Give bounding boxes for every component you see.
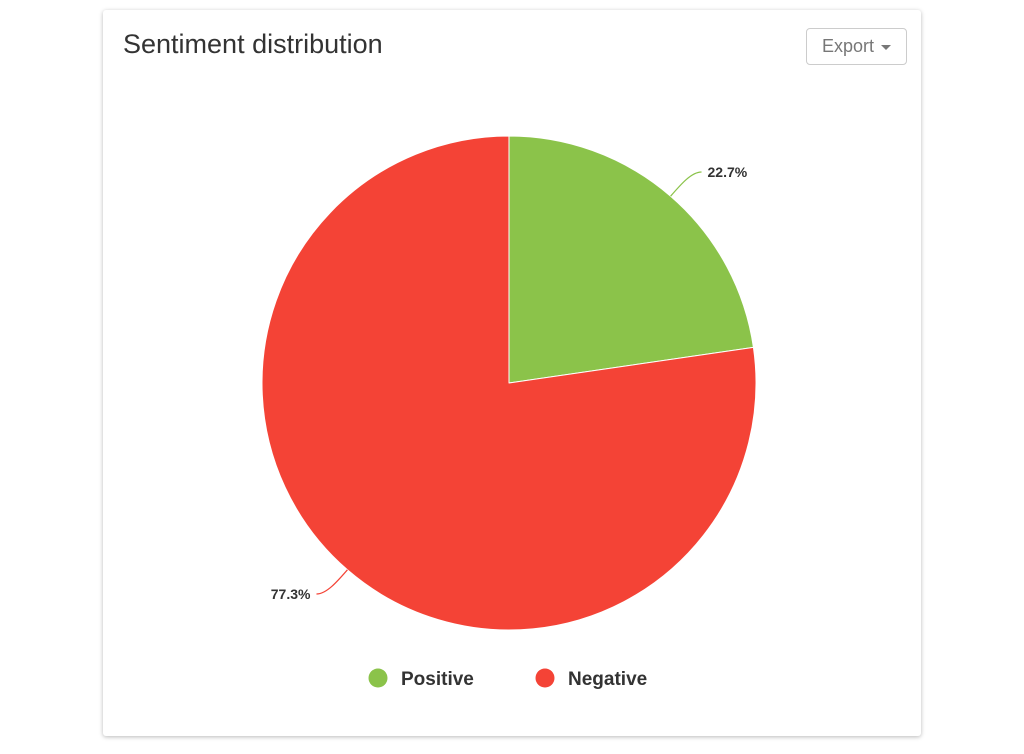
legend-marker-negative — [535, 668, 555, 688]
data-label-positive: 22.7% — [708, 164, 748, 180]
data-labels: 22.7% 77.3% — [271, 164, 748, 602]
data-label-negative: 77.3% — [271, 586, 311, 602]
pie-slice-positive[interactable] — [508, 135, 754, 384]
pie-chart: 22.7% 77.3% Positive Negative — [261, 135, 757, 691]
export-button[interactable]: Export — [806, 28, 907, 65]
chart-card: Sentiment distribution Export 22.7% 77.3%… — [103, 10, 921, 736]
legend-item-negative[interactable]: Negative — [535, 668, 648, 691]
export-button-label: Export — [821, 36, 875, 56]
caret-down-icon — [881, 45, 892, 50]
legend-label-negative: Negative — [568, 669, 647, 690]
label-connector-negative — [316, 569, 348, 595]
legend-label-positive: Positive — [401, 669, 474, 690]
label-connector-positive — [670, 171, 702, 197]
pie-slices — [261, 135, 757, 631]
legend: Positive Negative — [368, 668, 648, 691]
legend-item-positive[interactable]: Positive — [368, 668, 474, 691]
legend-marker-positive — [368, 668, 388, 688]
chart-title: Sentiment distribution — [123, 29, 383, 59]
